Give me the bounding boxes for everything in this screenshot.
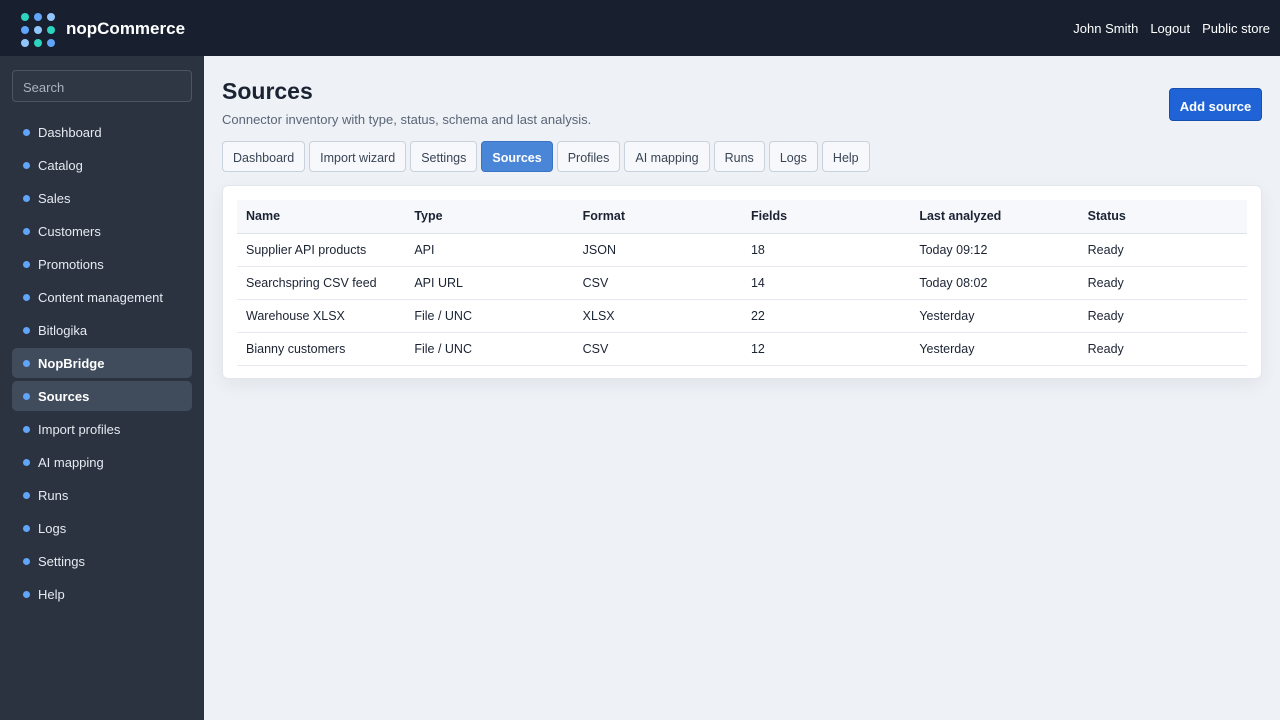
sources-card: Name Type Format Fields Last analyzed Status S… [222, 185, 1262, 379]
logo-dot [47, 39, 55, 47]
table-cell: Searchspring CSV feed [237, 266, 406, 300]
column-header: Type [405, 200, 574, 234]
table-cell: 14 [741, 266, 911, 300]
nav-item[interactable]: Runs [12, 480, 192, 510]
table-row[interactable]: Bianny customers File / UNC CSV 12 Yesterday… [237, 332, 1247, 366]
tab[interactable]: Profiles [556, 141, 621, 172]
page-title: Sources [222, 78, 313, 104]
tab[interactable]: AI mapping [624, 141, 710, 172]
table-cell: CSV [573, 332, 742, 366]
public-store-link[interactable]: Public store [1202, 21, 1270, 36]
table-cell: Today 08:02 [910, 266, 1079, 300]
top-bar: nopCommerce John Smith Logout Public sto… [0, 0, 1280, 56]
table-cell: 12 [741, 332, 911, 366]
tab[interactable]: Runs [713, 141, 765, 172]
table-cell: Supplier API products [237, 233, 406, 267]
table-cell: File / UNC [405, 299, 574, 333]
nav-item[interactable]: Settings [12, 546, 192, 576]
table-cell: File / UNC [405, 332, 574, 366]
table-header: Name Type Format Fields Last analyzed Status [237, 200, 1247, 234]
table-cell: Warehouse XLSX [237, 299, 406, 333]
nav-item[interactable]: Sources [12, 381, 192, 411]
sidebar: Search Dashboard Catalog Sales Customers Pro… [0, 56, 204, 720]
table-cell: API URL [405, 266, 574, 300]
table-cell: XLSX [573, 299, 742, 333]
nav-item[interactable]: Content management [12, 282, 192, 312]
tab[interactable]: Settings [410, 141, 478, 172]
table-row[interactable]: Supplier API products API JSON 18 Today 09:1… [237, 233, 1247, 267]
page-subtitle: Connector inventory with type, status, s… [222, 112, 592, 127]
column-header: Format [573, 200, 742, 234]
logo-dot [21, 26, 29, 34]
tab[interactable]: Help [821, 141, 870, 172]
sources-table: Name Type Format Fields Last analyzed Status S… [237, 200, 1247, 366]
tab[interactable]: Import wizard [309, 141, 407, 172]
column-header: Name [237, 200, 406, 234]
nav-item[interactable]: Promotions [12, 249, 192, 279]
tab[interactable]: Sources [481, 141, 553, 172]
table-row[interactable]: Warehouse XLSX File / UNC XLSX 22 Yesterday R… [237, 299, 1247, 333]
table-cell: Yesterday [910, 332, 1079, 366]
column-header: Status [1078, 200, 1247, 234]
logo-dot [21, 13, 29, 21]
header-links: John Smith Logout Public store [1073, 21, 1270, 36]
table-cell: Bianny customers [237, 332, 406, 366]
table-cell: Ready [1078, 233, 1247, 267]
table-cell: 22 [741, 299, 911, 333]
table-cell: CSV [573, 266, 742, 300]
table-row[interactable]: Searchspring CSV feed API URL CSV 14 Today 0… [237, 266, 1247, 300]
logo-dot [34, 26, 42, 34]
nav-item[interactable]: NopBridge [12, 348, 192, 378]
brand[interactable]: nopCommerce [66, 19, 186, 38]
table-cell: API [405, 233, 574, 267]
nav-item[interactable]: Catalog [12, 150, 192, 180]
nav-item[interactable]: AI mapping [12, 447, 192, 477]
column-header: Last analyzed [910, 200, 1079, 234]
logo-dot [34, 13, 42, 21]
search-input[interactable]: Search [12, 70, 192, 102]
logo-dot [34, 39, 42, 47]
nav-item[interactable]: Sales [12, 183, 192, 213]
table-cell: JSON [573, 233, 742, 267]
table-cell: Ready [1078, 299, 1247, 333]
logo[interactable] [21, 13, 55, 47]
nav-item[interactable]: Help [12, 579, 192, 609]
logo-dot [47, 13, 55, 21]
tab-bar: Dashboard Import wizard Settings Sources Pro… [222, 141, 870, 172]
add-source-button[interactable]: Add source [1169, 88, 1262, 121]
tab[interactable]: Dashboard [222, 141, 306, 172]
nav-item[interactable]: Logs [12, 513, 192, 543]
table-cell: Ready [1078, 332, 1247, 366]
nav-item[interactable]: Bitlogika [12, 315, 192, 345]
logo-dot [21, 39, 29, 47]
nav-item[interactable]: Dashboard [12, 117, 192, 147]
logout-link[interactable]: Logout [1150, 21, 1191, 36]
nav-item[interactable]: Customers [12, 216, 192, 246]
table-cell: 18 [741, 233, 911, 267]
nav-item[interactable]: Import profiles [12, 414, 192, 444]
table-cell: Yesterday [910, 299, 1079, 333]
user-name[interactable]: John Smith [1073, 21, 1139, 36]
column-header: Fields [741, 200, 911, 234]
tab[interactable]: Logs [768, 141, 818, 172]
table-cell: Today 09:12 [910, 233, 1079, 267]
table-cell: Ready [1078, 266, 1247, 300]
logo-dot [47, 26, 55, 34]
